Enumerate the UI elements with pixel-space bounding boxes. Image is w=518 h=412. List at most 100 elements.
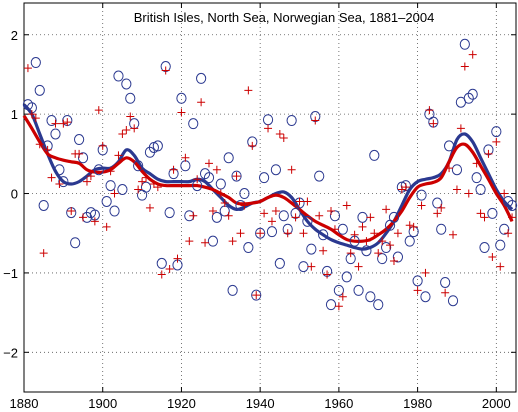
plus-point <box>311 116 320 125</box>
series-markers <box>22 38 518 311</box>
circle-point <box>341 271 352 283</box>
plus-point <box>504 229 513 238</box>
circle-point <box>255 227 266 239</box>
plus-point <box>27 110 36 119</box>
circle-point <box>420 291 431 303</box>
circle-point <box>318 229 329 241</box>
circle-point <box>34 84 45 96</box>
plus-point <box>271 206 280 215</box>
circle-point <box>196 72 207 84</box>
plus-point <box>90 217 99 226</box>
plus-point <box>456 124 465 133</box>
plus-point <box>138 177 147 186</box>
circle-point <box>54 164 65 176</box>
circle-point <box>369 149 380 161</box>
circle-point <box>93 164 104 176</box>
plus-point <box>327 206 336 215</box>
plus-point <box>47 173 56 182</box>
circle-point <box>298 261 309 273</box>
circle-point <box>203 172 215 184</box>
circle-point <box>278 210 289 222</box>
circle-point <box>207 235 219 247</box>
circle-point <box>231 170 242 182</box>
plus-point <box>181 153 190 162</box>
plus-point <box>405 221 414 230</box>
circle-point <box>113 70 124 82</box>
plus-point <box>346 249 355 258</box>
circle-point <box>199 168 211 180</box>
plus-point <box>204 159 213 168</box>
circle-point <box>46 114 57 126</box>
plus-point <box>319 246 328 255</box>
plus-point <box>220 199 229 208</box>
plus-point <box>228 237 237 246</box>
circle-point <box>101 195 112 207</box>
circle-point <box>333 284 344 296</box>
plus-point <box>488 253 497 262</box>
circle-point <box>156 257 167 269</box>
plus-point <box>145 203 154 212</box>
circle-point <box>270 164 282 176</box>
circle-point <box>479 242 490 254</box>
circle-point <box>373 299 384 311</box>
plus-point <box>31 114 40 123</box>
plus-point <box>157 270 166 279</box>
circle-point <box>286 114 297 126</box>
plus-point <box>267 217 276 226</box>
circle-point <box>459 38 470 50</box>
plus-point <box>142 173 151 182</box>
circle-point <box>164 207 175 219</box>
plus-point <box>500 189 509 198</box>
x-tick-label: 1900 <box>88 396 117 411</box>
plus-point <box>106 167 115 176</box>
plus-point <box>82 177 91 186</box>
x-tick-label: 1920 <box>167 396 196 411</box>
plus-point <box>480 213 489 222</box>
plus-point <box>75 149 84 158</box>
plus-point <box>299 229 308 238</box>
axis-ticks <box>23 3 516 392</box>
circle-point <box>475 184 486 196</box>
plus-point <box>240 201 249 210</box>
plus-point <box>354 262 363 271</box>
y-tick-label: −1 <box>3 266 18 281</box>
circle-point <box>392 251 404 263</box>
circle-point <box>443 140 455 152</box>
plus-point <box>287 165 296 174</box>
plus-point <box>303 197 312 206</box>
plus-point <box>496 262 505 271</box>
plus-point <box>374 249 383 258</box>
circle-point <box>337 223 348 235</box>
circle-point <box>117 184 128 196</box>
circle-point <box>329 210 341 222</box>
circle-point <box>239 188 250 200</box>
plus-point <box>114 151 123 160</box>
circle-point <box>180 160 191 172</box>
circle-point <box>471 172 482 184</box>
plus-point <box>110 189 119 198</box>
circle-point <box>251 289 262 301</box>
circle-point <box>227 284 238 296</box>
plus-point <box>338 292 347 301</box>
plus-point <box>260 209 269 218</box>
circle-point <box>506 199 518 211</box>
circle-point <box>50 128 61 140</box>
plus-point <box>102 222 111 231</box>
plus-point <box>256 229 265 238</box>
plus-point <box>452 185 461 194</box>
plus-point <box>161 66 170 75</box>
plus-point <box>291 213 300 222</box>
x-tick-label: 1940 <box>246 396 275 411</box>
plus-point <box>378 237 387 246</box>
circle-point <box>365 291 376 303</box>
smooth-line-red <box>22 114 514 243</box>
circle-point <box>377 253 388 265</box>
plus-point <box>153 183 162 192</box>
plus-point <box>382 205 391 214</box>
circle-point <box>109 205 120 217</box>
plus-point <box>67 206 76 215</box>
plus-point <box>508 213 517 222</box>
plus-point <box>279 133 288 142</box>
plus-point <box>492 137 501 146</box>
plus-point <box>425 106 434 115</box>
